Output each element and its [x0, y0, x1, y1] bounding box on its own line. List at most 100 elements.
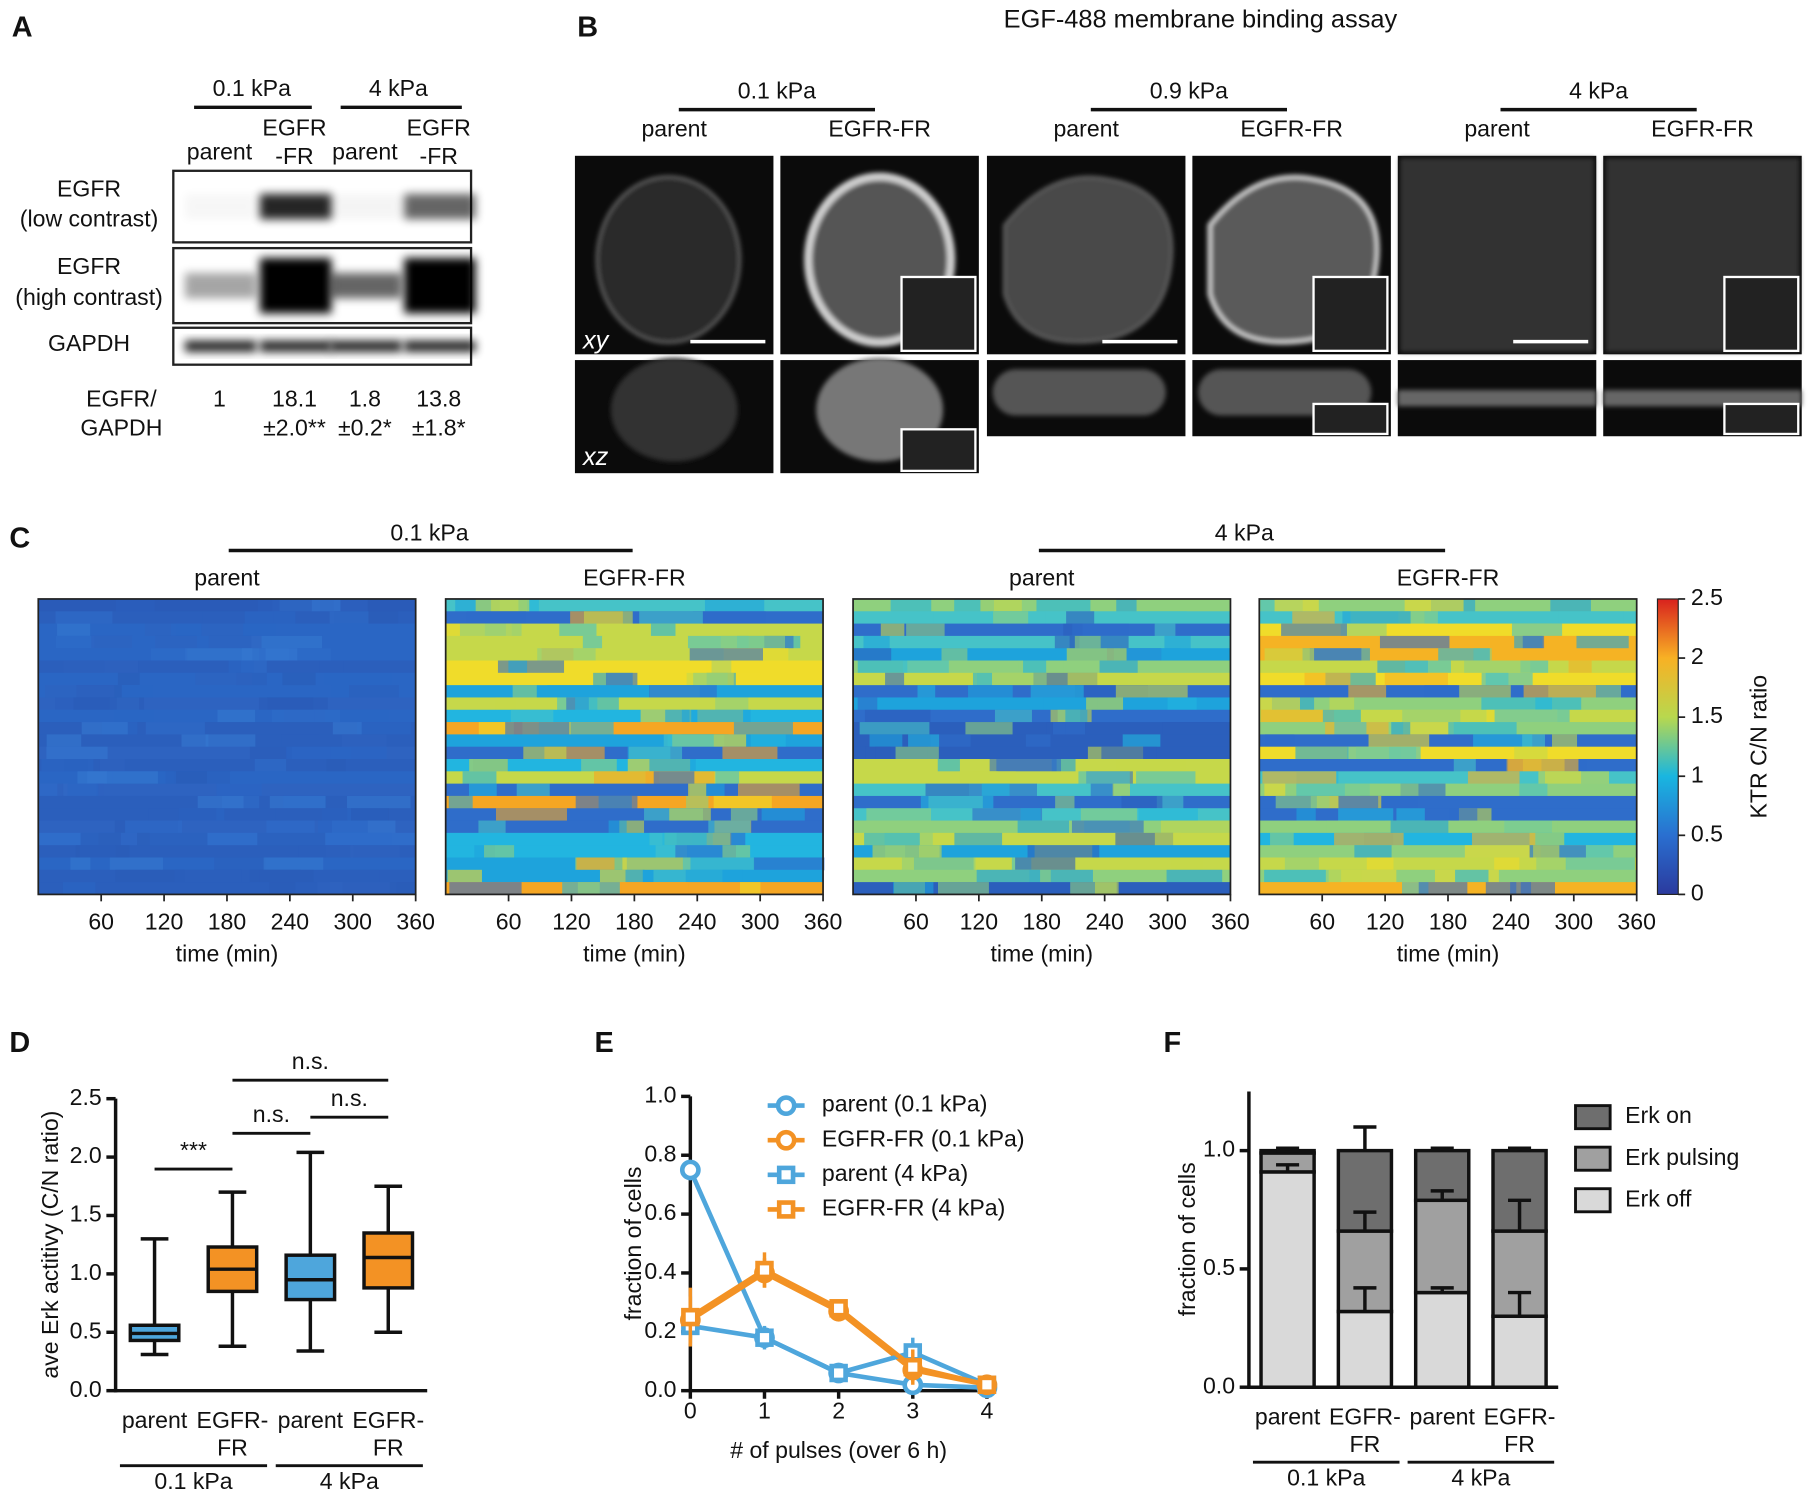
heatmap-patch — [484, 845, 515, 859]
legend-label: EGFR-FR (0.1 kPa) — [822, 1125, 1025, 1151]
heatmap-patch — [317, 882, 390, 895]
heatmap-patch — [994, 709, 1032, 723]
heatmap-patch — [1344, 783, 1419, 797]
heatmap-patch — [981, 783, 1010, 797]
legend-swatch — [1574, 1104, 1612, 1131]
heatmap-patch — [1171, 857, 1203, 871]
x-tick-label: 180 — [1023, 908, 1062, 934]
heatmap-patch — [1454, 623, 1491, 637]
view-label: xy — [581, 326, 610, 354]
heatmap-patch — [1464, 845, 1530, 859]
colorbar-tick-label: 2.5 — [1691, 584, 1723, 610]
heatmap-patch — [1396, 808, 1425, 822]
heatmap-patch — [1402, 709, 1461, 723]
heatmap-patch — [216, 783, 262, 797]
marker — [755, 1260, 774, 1280]
heatmap-patch — [144, 623, 171, 637]
heatmap-patch — [730, 808, 758, 822]
heatmap-patch — [972, 771, 999, 785]
heatmap-patch — [722, 746, 778, 760]
heatmap-patch — [257, 832, 326, 846]
heatmap-patch — [941, 648, 968, 662]
heatmap-patch — [115, 869, 185, 883]
cell-xz — [1603, 390, 1802, 407]
heatmap-patch — [750, 734, 786, 748]
heatmap-patch — [937, 759, 960, 772]
heatmap-patch — [1467, 771, 1520, 785]
heatmap-patch — [495, 808, 567, 822]
group-label: 0.1 kPa — [154, 1468, 232, 1494]
heatmap-patch — [1338, 795, 1379, 809]
lane-label: EGFR-FR — [1397, 564, 1500, 590]
heatmap-patch — [1449, 808, 1478, 822]
x-axis-label: # of pulses (over 6 h) — [730, 1437, 947, 1463]
heatmap-patch — [872, 845, 942, 859]
heatmap-patch — [249, 869, 314, 883]
heatmap-patch — [1529, 832, 1565, 846]
heatmap-patch — [478, 722, 514, 735]
inset-xz — [900, 428, 977, 473]
heatmap-patch — [1025, 734, 1051, 748]
colorbar-tick-label: 2 — [1691, 643, 1704, 669]
heatmap-row — [445, 709, 824, 723]
heatmap-patch — [1116, 759, 1187, 772]
heatmap-patch — [972, 672, 993, 686]
heatmap-patch — [523, 746, 567, 760]
x-tick-label: parent — [278, 1407, 344, 1433]
heatmap-patch — [662, 832, 707, 846]
heatmap-patch — [113, 685, 153, 699]
heatmap-patch — [1309, 648, 1362, 662]
heatmap-patch — [1017, 820, 1070, 834]
heatmap-patch — [39, 783, 58, 797]
ratio-value: ±1.8* — [412, 414, 466, 440]
ratio-value: ±0.2* — [338, 414, 392, 440]
marker — [776, 1165, 796, 1185]
x-tick-label: EGFR- — [1329, 1403, 1401, 1429]
heatmap-patch — [298, 845, 351, 859]
ratio-value: 13.8 — [416, 386, 461, 412]
heatmap-patch — [1334, 722, 1367, 735]
heatmap-row — [1259, 734, 1637, 748]
condition-label: 4 kPa — [1215, 519, 1274, 545]
lane-label: EGFR-FR — [1651, 116, 1754, 142]
blot-band — [184, 340, 257, 352]
heatmap-patch — [475, 598, 530, 612]
heatmap-patch — [885, 672, 905, 686]
heatmap-patch — [537, 648, 596, 662]
panel-letter: C — [9, 523, 30, 555]
heatmap-patch — [73, 697, 145, 711]
heatmap-patch — [1261, 709, 1335, 723]
heatmap-patch — [1511, 623, 1563, 637]
marker — [775, 1129, 797, 1151]
x-tick-label: FR — [1504, 1431, 1535, 1457]
x-tick-label: 240 — [1492, 908, 1531, 934]
heatmap-patch — [675, 845, 736, 859]
heatmap-patch — [1506, 759, 1579, 772]
heatmap-patch — [1113, 648, 1181, 662]
heatmap-patch — [880, 623, 905, 637]
x-tick-label: FR — [1350, 1431, 1381, 1457]
heatmap-patch — [686, 795, 709, 809]
colorbar-tick-label: 0.5 — [1691, 820, 1723, 846]
heatmap-patch — [41, 759, 94, 772]
y-tick-label: 0.8 — [644, 1140, 676, 1166]
lane-label: parent — [1464, 116, 1530, 142]
heatmap-patch — [449, 882, 522, 895]
condition-label: 0.1 kPa — [213, 75, 291, 101]
heatmap-patch — [621, 882, 689, 895]
heatmap-patch — [1347, 746, 1421, 760]
heatmap-patch — [575, 697, 619, 711]
y-axis-label: fraction of cells — [620, 1167, 646, 1321]
heatmap-patch — [866, 808, 932, 822]
x-tick-label: 60 — [903, 908, 929, 934]
heatmap-patch — [864, 709, 931, 723]
heatmap-patch — [733, 722, 793, 735]
heatmap-patch — [1027, 845, 1100, 859]
x-tick-label: 240 — [271, 908, 310, 934]
heatmap-patch — [1538, 771, 1610, 785]
heatmap-patch — [1481, 672, 1533, 686]
heatmap-patch — [249, 746, 292, 760]
marker — [755, 1328, 774, 1347]
heatmap-patch — [62, 882, 96, 895]
heatmap-patch — [1162, 722, 1227, 735]
